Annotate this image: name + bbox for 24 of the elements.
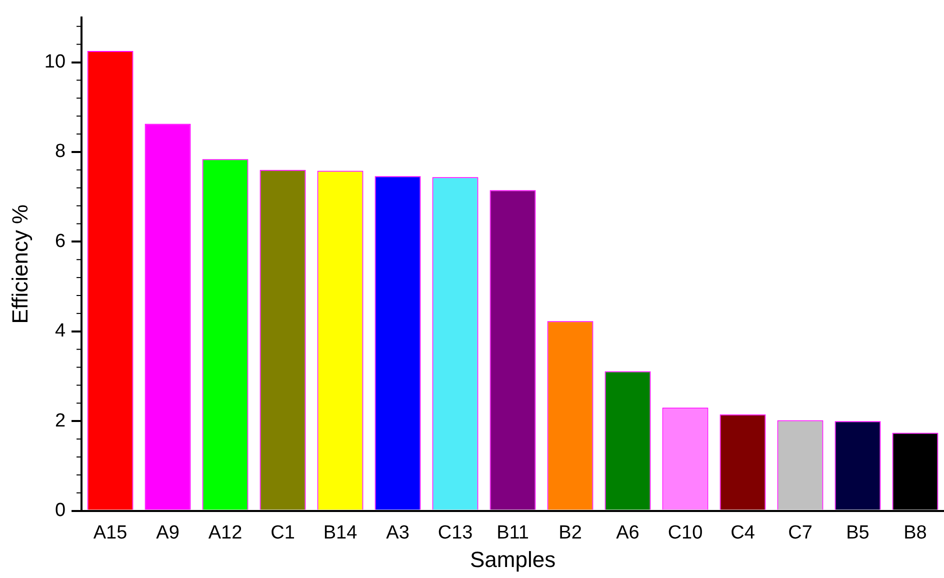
x-tick-label: C4	[730, 522, 756, 544]
x-tick-label: B5	[846, 522, 870, 544]
x-tick-label: B2	[558, 522, 582, 544]
x-tick-label: A3	[386, 522, 410, 544]
y-tick-label: 6	[54, 230, 66, 252]
x-tick-label: C1	[270, 522, 295, 544]
x-tick-label: C13	[438, 522, 473, 544]
y-tick-label: 8	[54, 141, 66, 162]
x-tick-label: B11	[496, 522, 529, 544]
x-tick-label: B8	[904, 522, 927, 544]
x-tick-label: A6	[616, 522, 640, 544]
x-tick-label: A12	[208, 522, 242, 544]
y-axis-title: Efficiency %	[7, 204, 32, 324]
bar	[144, 124, 191, 510]
x-tick-label: A9	[156, 522, 180, 544]
x-tick-label: C7	[788, 522, 812, 544]
y-tick-label: 10	[44, 51, 66, 72]
x-tick-label: B14	[323, 522, 358, 544]
y-tick-label: 4	[54, 320, 66, 342]
x-tick-label: C10	[668, 522, 703, 544]
y-tick-label: 0	[54, 500, 66, 522]
x-tick-label: A15	[93, 522, 128, 544]
y-tick-label: 2	[54, 410, 66, 432]
x-axis-title: Samples	[470, 546, 556, 572]
